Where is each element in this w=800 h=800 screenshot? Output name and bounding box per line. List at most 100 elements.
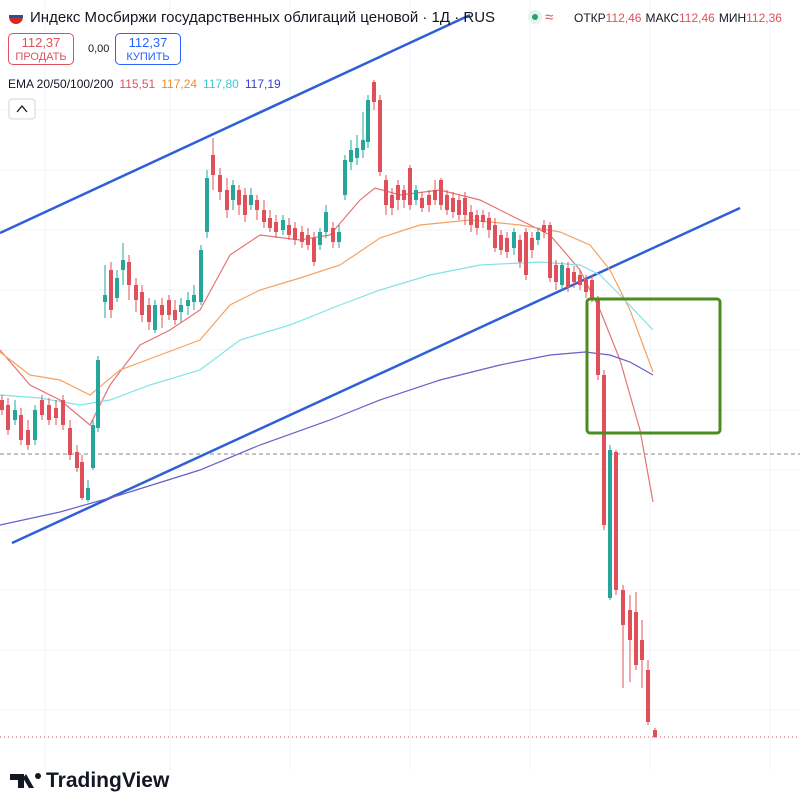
candle-body bbox=[80, 462, 84, 498]
candle-body bbox=[451, 198, 455, 212]
candle-body bbox=[13, 410, 17, 420]
ema-value: 117,19 bbox=[244, 77, 281, 91]
candle-body bbox=[536, 232, 540, 240]
candle-body bbox=[487, 218, 491, 230]
buy-button[interactable]: 112,37 КУПИТЬ bbox=[115, 33, 181, 65]
candle-body bbox=[530, 238, 534, 250]
ohlc-value: 112,36 bbox=[746, 11, 782, 25]
candle-body bbox=[160, 305, 164, 315]
buy-label: КУПИТЬ bbox=[126, 51, 170, 63]
candle-body bbox=[427, 195, 431, 205]
candle-body bbox=[505, 238, 509, 252]
candle-body bbox=[584, 280, 588, 292]
candle-body bbox=[445, 195, 449, 210]
title: Индекс Мосбиржи государственных облигаци… bbox=[30, 9, 496, 26]
candle-body bbox=[287, 225, 291, 235]
candle-body bbox=[173, 310, 177, 320]
candle-body bbox=[420, 198, 424, 208]
candle-body bbox=[349, 150, 353, 162]
candle-body bbox=[408, 168, 412, 205]
candle-body bbox=[402, 190, 406, 200]
channel-line bbox=[11, 206, 741, 545]
candle-body bbox=[640, 640, 644, 660]
candle-body bbox=[372, 82, 376, 102]
ohlc-label: ОТКР bbox=[574, 11, 606, 25]
candle-body bbox=[167, 300, 171, 315]
buy-price: 112,37 bbox=[128, 35, 168, 50]
ohlc: ОТКР112,46 МАКС112,46 МИН112,36 bbox=[570, 11, 782, 25]
candle-body bbox=[199, 250, 203, 302]
candle-body bbox=[331, 228, 335, 242]
grid bbox=[0, 0, 800, 770]
candle-body bbox=[255, 200, 259, 210]
candle-body bbox=[366, 100, 370, 142]
highlight-box bbox=[585, 297, 722, 435]
candle-body bbox=[109, 270, 113, 310]
candle-body bbox=[390, 195, 394, 208]
candle-body bbox=[439, 180, 443, 205]
ohlc-value: 112,46 bbox=[679, 11, 715, 25]
candle-body bbox=[19, 415, 23, 440]
candle-body bbox=[343, 160, 347, 195]
ema-50 bbox=[0, 219, 654, 396]
candle-body bbox=[578, 275, 582, 285]
candle-body bbox=[268, 218, 272, 228]
ohlc-label: МИН bbox=[718, 11, 747, 25]
sell-button[interactable]: 112,37 ПРОДАТЬ bbox=[8, 33, 74, 65]
candle-body bbox=[608, 450, 612, 598]
candles bbox=[0, 80, 657, 738]
candle-body bbox=[0, 400, 4, 410]
candle-body bbox=[560, 265, 564, 285]
candle-body bbox=[231, 185, 235, 200]
candle-body bbox=[493, 225, 497, 248]
indicator-name: EMA 20/50/100/200 bbox=[8, 77, 114, 91]
collapse-button[interactable] bbox=[8, 98, 36, 120]
candle-body bbox=[554, 265, 558, 282]
ema-value: 117,24 bbox=[161, 77, 198, 91]
candle-body bbox=[140, 292, 144, 315]
candle-body bbox=[86, 488, 90, 500]
sell-price: 112,37 bbox=[21, 35, 61, 50]
candle-body bbox=[262, 210, 266, 222]
candle-body bbox=[121, 260, 125, 270]
candle-body bbox=[634, 612, 638, 665]
candle-body bbox=[306, 235, 310, 245]
candle-body bbox=[396, 185, 400, 200]
candle-body bbox=[33, 410, 37, 440]
candle-body bbox=[68, 428, 72, 455]
ema-value: 115,51 bbox=[119, 77, 156, 91]
candle-body bbox=[361, 140, 365, 150]
candle-body bbox=[469, 212, 473, 225]
candle-body bbox=[134, 285, 138, 300]
indicator-legend: EMA 20/50/100/200 115,51 117,24 117,80 117,1… bbox=[8, 77, 281, 91]
candle-body bbox=[6, 405, 10, 430]
candle-body bbox=[61, 400, 65, 425]
candle-body bbox=[590, 280, 594, 300]
candle-body bbox=[548, 225, 552, 278]
candle-body bbox=[524, 232, 528, 275]
candle-body bbox=[463, 198, 467, 215]
sync-icon: ≈ bbox=[545, 9, 553, 26]
candle-body bbox=[274, 222, 278, 232]
sell-label: ПРОДАТЬ bbox=[15, 51, 67, 63]
candle-body bbox=[512, 232, 516, 248]
candle-body bbox=[225, 190, 229, 210]
brand-logo bbox=[10, 774, 34, 788]
ema-200 bbox=[0, 351, 654, 526]
candle-body bbox=[542, 225, 546, 232]
candle-body bbox=[186, 300, 190, 306]
candle-body bbox=[127, 262, 131, 285]
candle-body bbox=[103, 295, 107, 302]
candle-body bbox=[153, 305, 157, 330]
candle-body bbox=[324, 212, 328, 232]
candle-body bbox=[433, 190, 437, 200]
candle-body bbox=[414, 190, 418, 200]
candle-body bbox=[318, 232, 322, 245]
candle-body bbox=[337, 232, 341, 242]
candle-body bbox=[293, 228, 297, 240]
candle-body bbox=[602, 375, 606, 525]
candle-body bbox=[572, 272, 576, 282]
candle-body bbox=[614, 452, 618, 590]
candle-body bbox=[566, 268, 570, 288]
